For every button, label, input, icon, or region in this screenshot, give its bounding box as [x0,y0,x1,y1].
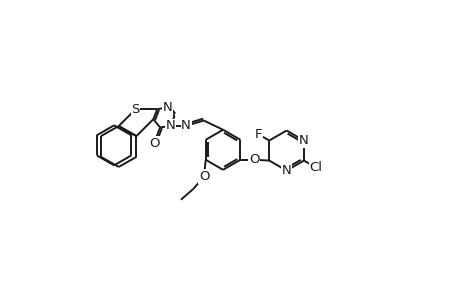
Text: O: O [198,170,209,183]
Text: S: S [131,103,140,116]
Text: N: N [162,101,172,114]
Text: Cl: Cl [309,161,322,174]
Text: N: N [281,164,291,177]
Text: N: N [181,119,190,132]
Text: N: N [165,119,175,132]
Text: O: O [248,153,259,166]
Text: O: O [148,137,159,150]
Text: N: N [298,134,308,147]
Text: F: F [254,128,262,141]
